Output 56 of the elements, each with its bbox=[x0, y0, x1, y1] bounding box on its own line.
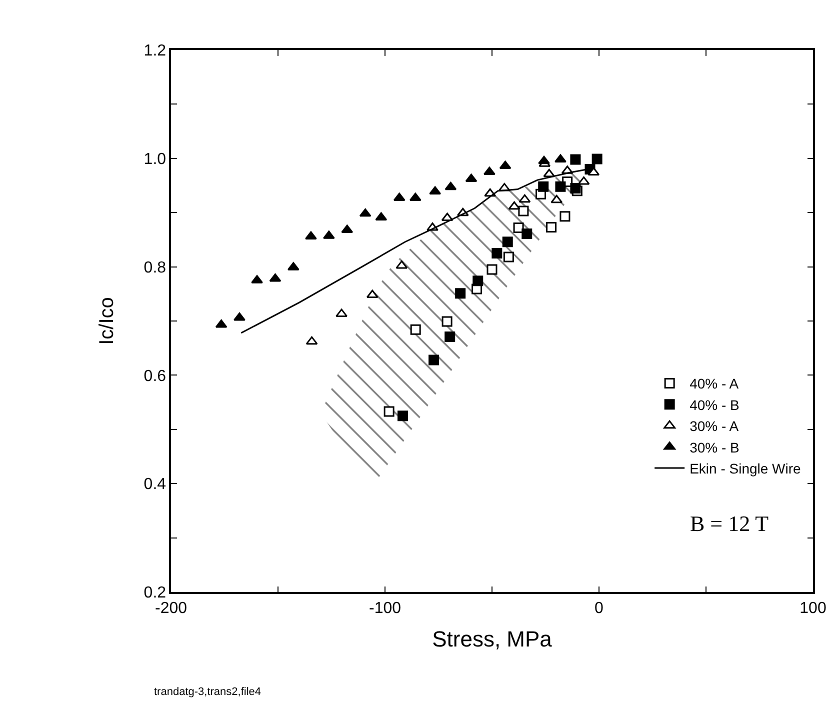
point bbox=[592, 154, 602, 164]
x-tick-label: -100 bbox=[368, 600, 402, 617]
annotation: B = 12 T bbox=[690, 511, 770, 536]
point bbox=[234, 312, 246, 321]
point bbox=[522, 228, 532, 239]
y-tick-label: 0.4 bbox=[144, 476, 166, 494]
y-tick-label: 1.0 bbox=[144, 151, 166, 168]
y-tick-label: 0.6 bbox=[144, 368, 166, 385]
y-tick-label: 0.2 bbox=[144, 584, 166, 602]
point bbox=[518, 206, 529, 216]
point bbox=[269, 273, 282, 282]
point bbox=[251, 275, 263, 284]
point bbox=[486, 264, 498, 275]
legend-label: Ekin - Single Wire bbox=[690, 460, 802, 476]
y-tick-label: 0.8 bbox=[144, 259, 166, 276]
point bbox=[550, 194, 563, 204]
point bbox=[492, 248, 502, 258]
point bbox=[538, 181, 549, 192]
point bbox=[538, 156, 550, 164]
point bbox=[359, 208, 372, 217]
point bbox=[396, 260, 408, 269]
text: trandatg-3,trans2,file4 bbox=[154, 686, 262, 698]
x-tick-label: 0 bbox=[594, 600, 604, 617]
point bbox=[570, 154, 581, 165]
point bbox=[442, 316, 452, 327]
point bbox=[508, 201, 520, 210]
point bbox=[398, 410, 408, 422]
x-tick-label: -200 bbox=[154, 600, 188, 617]
point bbox=[513, 222, 524, 234]
point bbox=[306, 336, 318, 345]
point bbox=[518, 194, 531, 203]
point bbox=[472, 276, 484, 286]
x-axis-title: Stress, MPa bbox=[432, 626, 553, 652]
y-tick-label: 1.2 bbox=[144, 42, 166, 60]
legend-label: 30% - A bbox=[690, 418, 740, 434]
point bbox=[441, 212, 454, 222]
point bbox=[578, 176, 590, 185]
point bbox=[410, 324, 421, 335]
point bbox=[305, 231, 317, 240]
point bbox=[384, 406, 394, 417]
point bbox=[546, 222, 557, 232]
legend-label: 40% - B bbox=[690, 396, 740, 413]
point bbox=[444, 331, 456, 342]
point bbox=[560, 211, 570, 222]
point bbox=[444, 182, 457, 190]
point bbox=[570, 182, 581, 194]
point bbox=[455, 288, 466, 299]
point bbox=[555, 181, 566, 192]
x-tick-label: 100 bbox=[800, 600, 826, 617]
y-axis-title: Ic/Ico bbox=[96, 297, 118, 345]
point bbox=[503, 252, 514, 262]
point bbox=[502, 236, 513, 248]
point bbox=[428, 354, 440, 366]
legend-label: 30% - B bbox=[690, 439, 740, 456]
legend-label: 40% - A bbox=[690, 376, 740, 392]
point bbox=[554, 154, 566, 162]
